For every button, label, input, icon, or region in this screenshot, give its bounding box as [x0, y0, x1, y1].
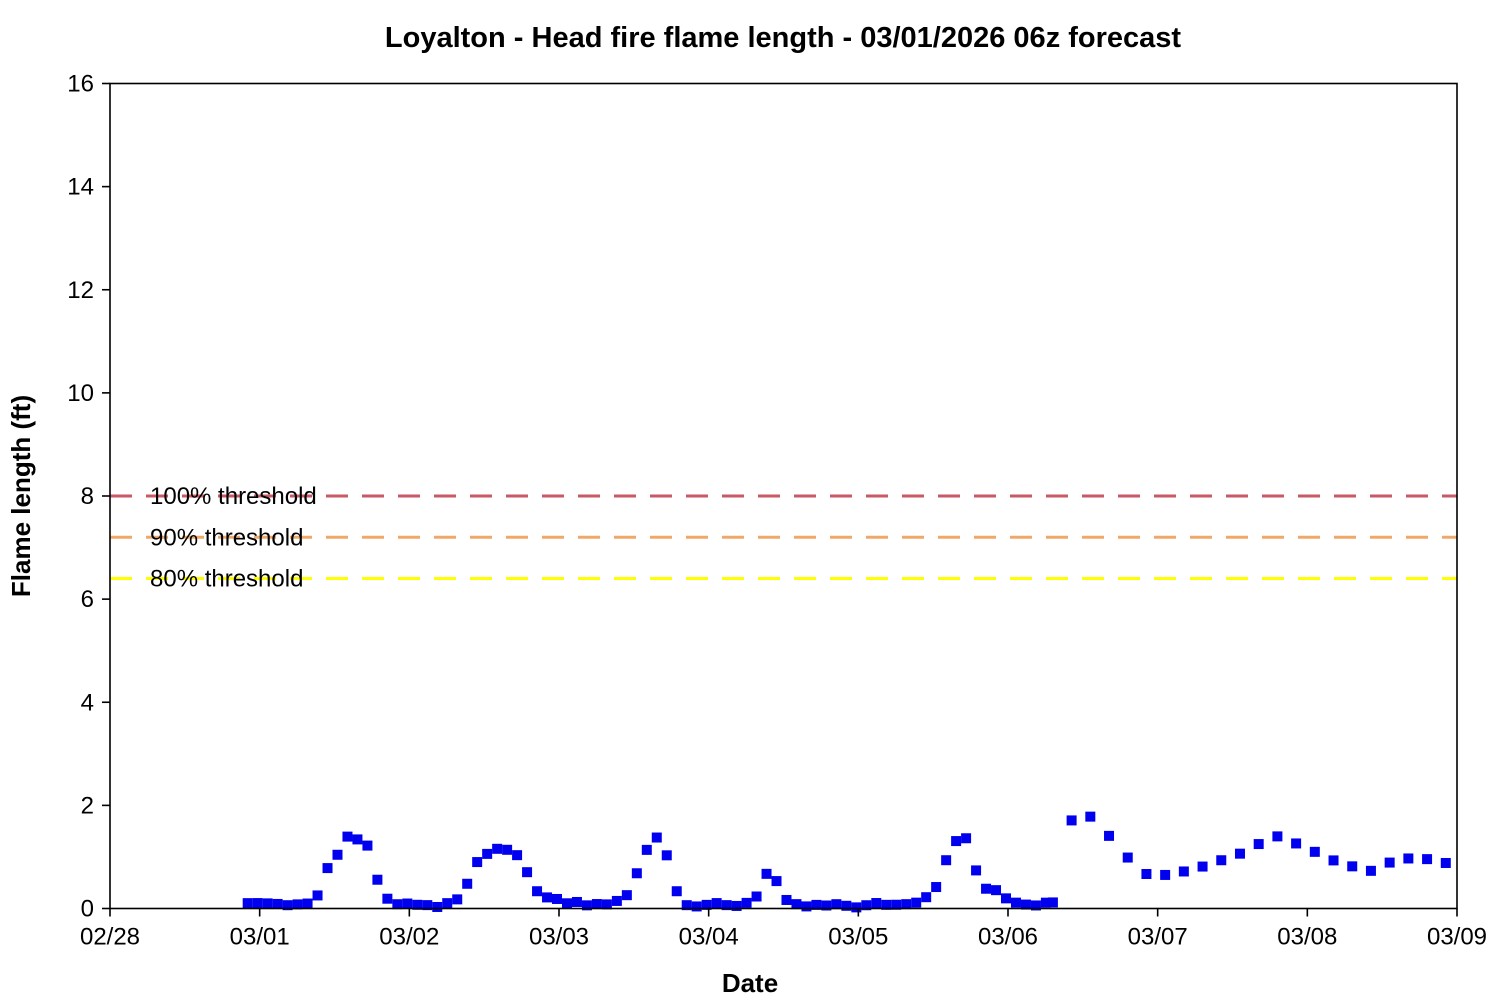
svg-text:16: 16 — [67, 71, 94, 98]
svg-text:03/03: 03/03 — [529, 924, 589, 951]
svg-text:0: 0 — [81, 896, 94, 923]
svg-text:03/01: 03/01 — [230, 924, 290, 951]
svg-text:03/02: 03/02 — [379, 924, 439, 951]
svg-text:12: 12 — [67, 277, 94, 304]
svg-text:03/04: 03/04 — [679, 924, 739, 951]
svg-text:02/28: 02/28 — [80, 924, 140, 951]
svg-text:90% threshold: 90% threshold — [150, 524, 303, 551]
svg-text:03/07: 03/07 — [1128, 924, 1188, 951]
svg-text:80% threshold: 80% threshold — [150, 566, 303, 593]
svg-text:14: 14 — [67, 174, 94, 201]
svg-text:Loyalton - Head fire flame len: Loyalton - Head fire flame length - 03/0… — [385, 22, 1182, 54]
svg-text:Date: Date — [722, 968, 778, 998]
svg-text:2: 2 — [81, 792, 94, 819]
svg-text:10: 10 — [67, 380, 94, 407]
svg-text:4: 4 — [81, 689, 94, 716]
svg-text:03/06: 03/06 — [978, 924, 1038, 951]
svg-text:03/09: 03/09 — [1427, 924, 1487, 951]
svg-text:03/08: 03/08 — [1277, 924, 1337, 951]
svg-text:Flame length (ft): Flame length (ft) — [6, 395, 36, 597]
svg-text:6: 6 — [81, 586, 94, 613]
svg-text:8: 8 — [81, 483, 94, 510]
svg-text:03/05: 03/05 — [828, 924, 888, 951]
svg-text:100% threshold: 100% threshold — [150, 483, 317, 510]
